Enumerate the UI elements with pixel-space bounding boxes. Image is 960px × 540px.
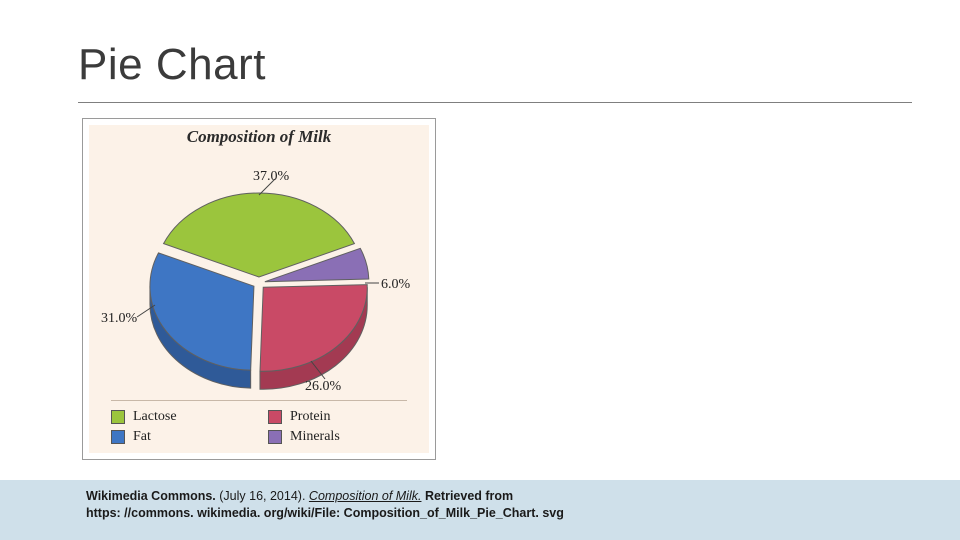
legend-item-lactose: Lactose — [111, 409, 250, 425]
slice-label-protein: 26.0% — [305, 379, 341, 395]
slide: Pie Chart Composition of Milk 37.0% 6.0%… — [0, 0, 960, 540]
citation-source: Wikimedia Commons. — [86, 489, 216, 503]
swatch-icon — [268, 410, 282, 424]
legend: Lactose Protein Fat Minerals — [111, 400, 407, 445]
chart-card: Composition of Milk 37.0% 6.0% 26.0% 31.… — [82, 118, 436, 460]
pie-svg — [89, 155, 429, 395]
citation-title: Composition of Milk. — [309, 489, 422, 503]
legend-item-fat: Fat — [111, 429, 250, 445]
legend-label: Fat — [133, 429, 151, 445]
slice-label-fat: 31.0% — [101, 311, 137, 327]
chart-inner: Composition of Milk 37.0% 6.0% 26.0% 31.… — [89, 125, 429, 453]
slice-label-lactose: 37.0% — [253, 169, 289, 185]
chart-title: Composition of Milk — [89, 127, 429, 147]
legend-item-protein: Protein — [268, 409, 407, 425]
swatch-icon — [111, 430, 125, 444]
legend-label: Protein — [290, 409, 330, 425]
pie-slice-protein — [260, 285, 367, 372]
swatch-icon — [268, 430, 282, 444]
legend-label: Lactose — [133, 409, 177, 425]
page-title: Pie Chart — [78, 40, 266, 90]
citation-after: Retrieved from — [425, 489, 513, 503]
slice-label-minerals: 6.0% — [381, 277, 410, 293]
legend-item-minerals: Minerals — [268, 429, 407, 445]
pie-slice-fat — [150, 253, 254, 370]
title-underline — [78, 102, 912, 103]
swatch-icon — [111, 410, 125, 424]
pie-chart: 37.0% 6.0% 26.0% 31.0% — [89, 155, 429, 385]
citation: Wikimedia Commons. (July 16, 2014). Comp… — [86, 488, 900, 522]
citation-url: https: //commons. wikimedia. org/wiki/Fi… — [86, 506, 564, 520]
legend-label: Minerals — [290, 429, 340, 445]
citation-date: (July 16, 2014). — [219, 489, 305, 503]
